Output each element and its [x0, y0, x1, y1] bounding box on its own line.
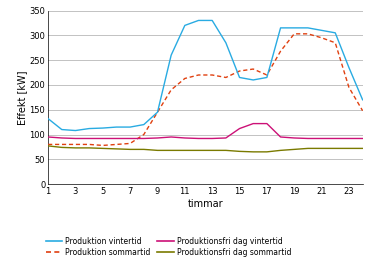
Y-axis label: Effekt [kW]: Effekt [kW] [17, 70, 27, 125]
X-axis label: timmar: timmar [188, 199, 223, 209]
Legend: Produktion vintertid, Produktion sommartid, Produktionsfri dag vintertid, Produk: Produktion vintertid, Produktion sommart… [46, 236, 291, 257]
